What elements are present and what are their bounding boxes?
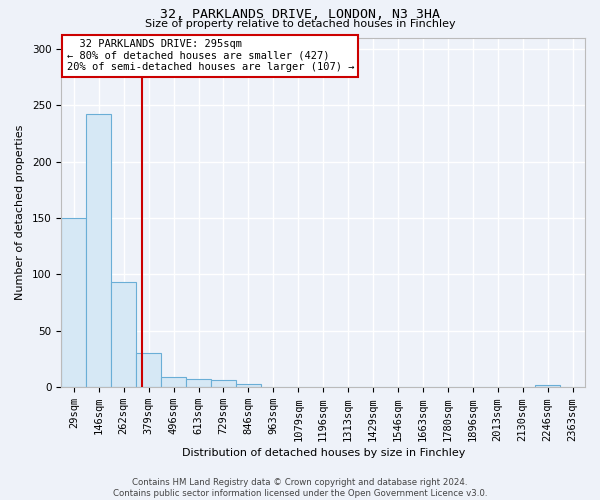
Bar bbox=[136, 354, 161, 387]
Text: Size of property relative to detached houses in Finchley: Size of property relative to detached ho… bbox=[145, 19, 455, 29]
Bar bbox=[211, 380, 236, 387]
Y-axis label: Number of detached properties: Number of detached properties bbox=[15, 124, 25, 300]
Bar bbox=[186, 379, 211, 387]
Bar bbox=[236, 384, 261, 387]
Bar bbox=[111, 282, 136, 387]
Bar bbox=[86, 114, 111, 387]
Bar bbox=[535, 385, 560, 387]
Text: Contains HM Land Registry data © Crown copyright and database right 2024.
Contai: Contains HM Land Registry data © Crown c… bbox=[113, 478, 487, 498]
Text: 32, PARKLANDS DRIVE, LONDON, N3 3HA: 32, PARKLANDS DRIVE, LONDON, N3 3HA bbox=[160, 8, 440, 20]
X-axis label: Distribution of detached houses by size in Finchley: Distribution of detached houses by size … bbox=[182, 448, 465, 458]
Text: 32 PARKLANDS DRIVE: 295sqm
← 80% of detached houses are smaller (427)
20% of sem: 32 PARKLANDS DRIVE: 295sqm ← 80% of deta… bbox=[67, 39, 354, 72]
Bar bbox=[161, 377, 186, 387]
Bar bbox=[61, 218, 86, 387]
